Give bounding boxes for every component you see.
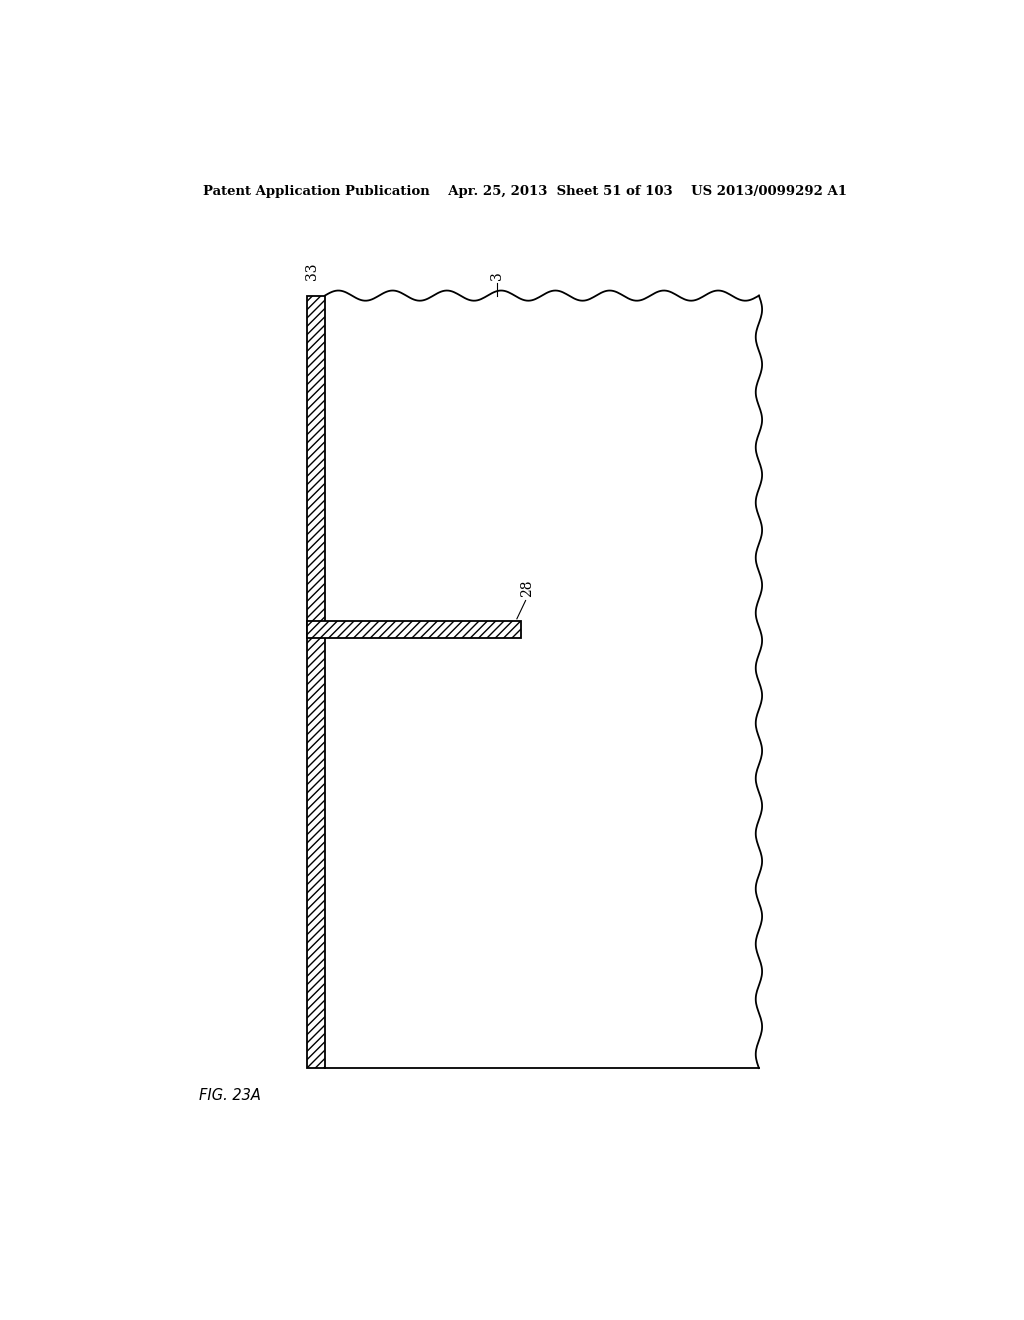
Text: FIG. 23A: FIG. 23A [200, 1089, 261, 1104]
Text: 33: 33 [305, 263, 319, 280]
Text: 28: 28 [520, 579, 535, 598]
Bar [306, 296, 325, 1068]
Text: Patent Application Publication    Apr. 25, 2013  Sheet 51 of 103    US 2013/0099: Patent Application Publication Apr. 25, … [203, 185, 847, 198]
Bar [306, 620, 521, 638]
Text: 3: 3 [490, 272, 504, 280]
